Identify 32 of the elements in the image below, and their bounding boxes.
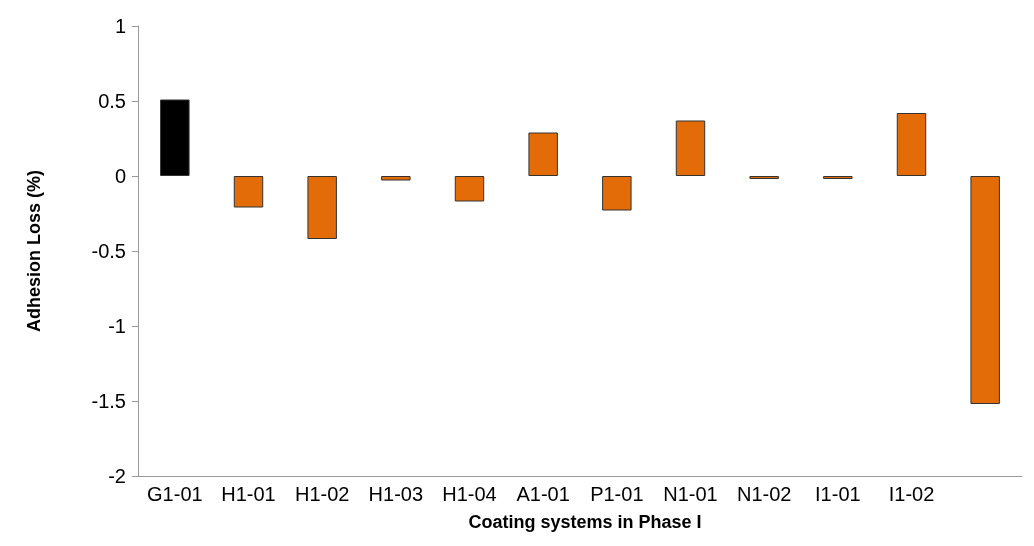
bar bbox=[823, 176, 853, 179]
x-tick-label: I1-02 bbox=[888, 483, 935, 505]
bar bbox=[749, 176, 779, 179]
y-axis-title: Adhesion Loss (%) bbox=[24, 169, 44, 333]
y-tick-label: -2 bbox=[108, 465, 126, 487]
x-tick-label: H1-03 bbox=[368, 483, 424, 505]
x-tick-label: H1-04 bbox=[442, 483, 497, 505]
bar bbox=[160, 99, 190, 176]
x-axis-title: Coating systems in Phase I bbox=[468, 512, 702, 532]
bar bbox=[381, 176, 411, 181]
x-tick-label: A1-01 bbox=[516, 483, 570, 505]
bar bbox=[602, 176, 632, 211]
x-tick-label: N1-02 bbox=[736, 483, 792, 505]
y-tick-label: -1.5 bbox=[91, 390, 126, 412]
bar bbox=[675, 120, 706, 176]
y-tick-label: 0 bbox=[114, 165, 126, 187]
bar bbox=[233, 176, 264, 208]
bar bbox=[970, 176, 1000, 404]
x-tick-label: P1-01 bbox=[590, 483, 644, 505]
bar bbox=[307, 176, 337, 239]
y-tick-label: -1 bbox=[108, 315, 126, 337]
bar bbox=[528, 132, 558, 176]
y-tick-label: 0.5 bbox=[98, 90, 126, 112]
bar bbox=[896, 113, 927, 176]
y-tick-label: 1 bbox=[114, 15, 126, 37]
x-tick-label: H1-02 bbox=[294, 483, 350, 505]
y-tick-label: -0.5 bbox=[91, 240, 126, 262]
x-tick-label: H1-01 bbox=[221, 483, 276, 505]
x-tick-label: I1-01 bbox=[815, 483, 861, 505]
x-tick-label: G1-01 bbox=[147, 483, 203, 505]
x-tick-label: N1-01 bbox=[663, 483, 718, 505]
bar bbox=[454, 176, 485, 202]
